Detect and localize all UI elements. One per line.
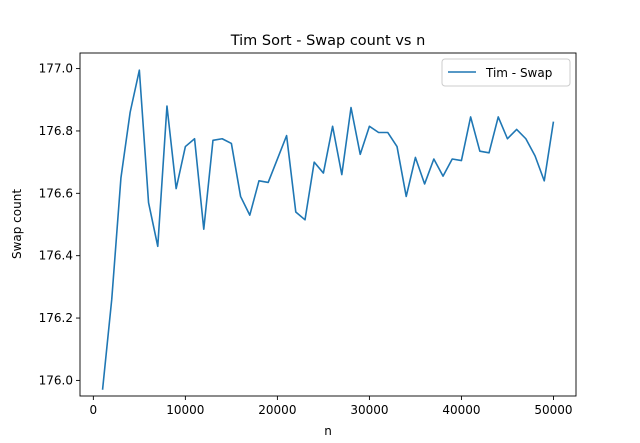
y-tick-label: 176.2 bbox=[39, 311, 73, 325]
legend-box bbox=[441, 58, 571, 87]
x-axis-title: n bbox=[324, 424, 332, 438]
plot-area bbox=[79, 52, 577, 397]
x-tick-label: 30000 bbox=[350, 403, 388, 417]
y-tick-label: 176.6 bbox=[39, 186, 73, 200]
y-axis-ticks: 176.0 176.2 176.4 176.6 176.8 177.0 bbox=[39, 62, 80, 387]
x-tick-label: 10000 bbox=[166, 403, 204, 417]
series-line-tim-swap bbox=[101, 69, 555, 390]
x-tick-label: 50000 bbox=[534, 403, 572, 417]
y-tick-label: 176.4 bbox=[39, 249, 73, 263]
x-axis-ticks: 0 10000 20000 30000 40000 50000 bbox=[90, 396, 573, 417]
x-tick-label: 40000 bbox=[442, 403, 480, 417]
y-tick-label: 176.8 bbox=[39, 124, 73, 138]
y-tick-label: 176.0 bbox=[39, 373, 73, 387]
y-axis-title: Swap count bbox=[10, 189, 24, 259]
chart-title: Tim Sort - Swap count vs n bbox=[230, 33, 426, 49]
x-tick-label: 0 bbox=[90, 403, 98, 417]
axes-frame bbox=[79, 52, 577, 397]
legend: Tim - Swap bbox=[441, 58, 571, 87]
x-tick-label: 20000 bbox=[258, 403, 296, 417]
y-tick-label: 177.0 bbox=[39, 62, 73, 76]
legend-label-tim-swap: Tim - Swap bbox=[485, 66, 552, 80]
